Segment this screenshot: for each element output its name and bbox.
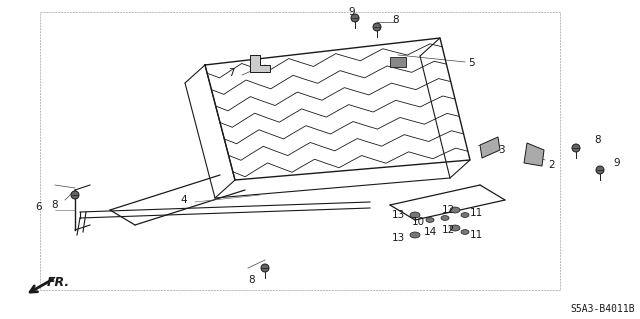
Ellipse shape xyxy=(410,212,420,218)
Text: 8: 8 xyxy=(594,135,600,145)
Ellipse shape xyxy=(410,232,420,238)
Ellipse shape xyxy=(450,207,460,213)
Text: 6: 6 xyxy=(35,202,42,212)
Ellipse shape xyxy=(461,230,469,234)
Circle shape xyxy=(71,191,79,199)
Text: 3: 3 xyxy=(498,145,504,155)
Text: 7: 7 xyxy=(228,68,235,78)
Ellipse shape xyxy=(426,218,434,222)
Text: 8: 8 xyxy=(249,275,255,285)
Text: 11: 11 xyxy=(470,208,483,218)
Text: 9: 9 xyxy=(613,158,620,168)
Text: S5A3-B4011B: S5A3-B4011B xyxy=(570,304,635,314)
Text: 13: 13 xyxy=(392,210,405,220)
Text: 12: 12 xyxy=(442,205,455,215)
Polygon shape xyxy=(524,143,544,166)
Text: 5: 5 xyxy=(468,58,475,68)
Text: 9: 9 xyxy=(349,7,355,17)
Ellipse shape xyxy=(450,225,460,231)
Text: 13: 13 xyxy=(392,233,405,243)
Circle shape xyxy=(596,166,604,174)
Text: 2: 2 xyxy=(548,160,555,170)
Circle shape xyxy=(261,264,269,272)
Text: 10: 10 xyxy=(412,217,425,227)
Text: 12: 12 xyxy=(442,225,455,235)
Text: 14: 14 xyxy=(424,227,437,237)
Text: 8: 8 xyxy=(51,200,58,210)
Text: 8: 8 xyxy=(392,15,399,25)
Ellipse shape xyxy=(441,216,449,220)
Circle shape xyxy=(351,14,359,22)
Circle shape xyxy=(572,144,580,152)
Polygon shape xyxy=(390,57,406,67)
Ellipse shape xyxy=(461,212,469,218)
Polygon shape xyxy=(480,137,500,158)
Polygon shape xyxy=(250,55,270,72)
Text: 11: 11 xyxy=(470,230,483,240)
Text: 4: 4 xyxy=(180,195,187,205)
Text: FR.: FR. xyxy=(47,276,70,288)
Circle shape xyxy=(373,23,381,31)
